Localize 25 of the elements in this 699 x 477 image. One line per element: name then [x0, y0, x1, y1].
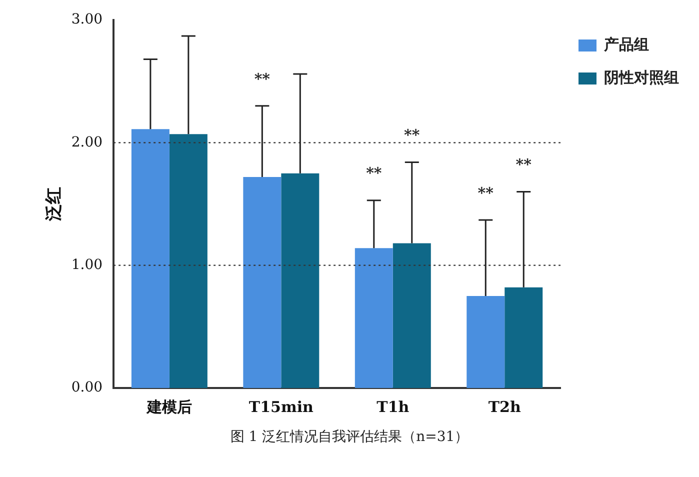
bar [466, 296, 505, 388]
x-tick-label: 建模后 [146, 398, 192, 416]
legend-label: 产品组 [603, 35, 649, 54]
bar [169, 134, 208, 388]
caption: 图 1 泛红情况自我评估结果（n=31） [229, 428, 470, 446]
x-tick-label: T2h [488, 398, 521, 416]
y-tick-label: 0.00 [71, 380, 103, 396]
y-tick-label: 1.00 [71, 256, 103, 273]
annotation: ** [516, 156, 532, 174]
annotation: ** [478, 184, 494, 202]
annotation: ** [366, 164, 382, 182]
y-tick-label: 2.00 [71, 134, 103, 150]
bar [243, 177, 282, 388]
x-tick-label: T15min [248, 398, 314, 416]
bar [392, 243, 431, 388]
y-tick-label: 3.00 [71, 12, 103, 28]
annotation: ** [254, 70, 270, 88]
x-tick-label: T1h [376, 398, 410, 416]
bar [354, 248, 393, 388]
bar [504, 287, 543, 388]
y-axis-title: 泛红 [44, 187, 63, 222]
bar [281, 173, 320, 388]
legend-label: 阴性对照组 [604, 68, 679, 86]
annotation: ** [404, 126, 420, 144]
bar [131, 129, 170, 388]
